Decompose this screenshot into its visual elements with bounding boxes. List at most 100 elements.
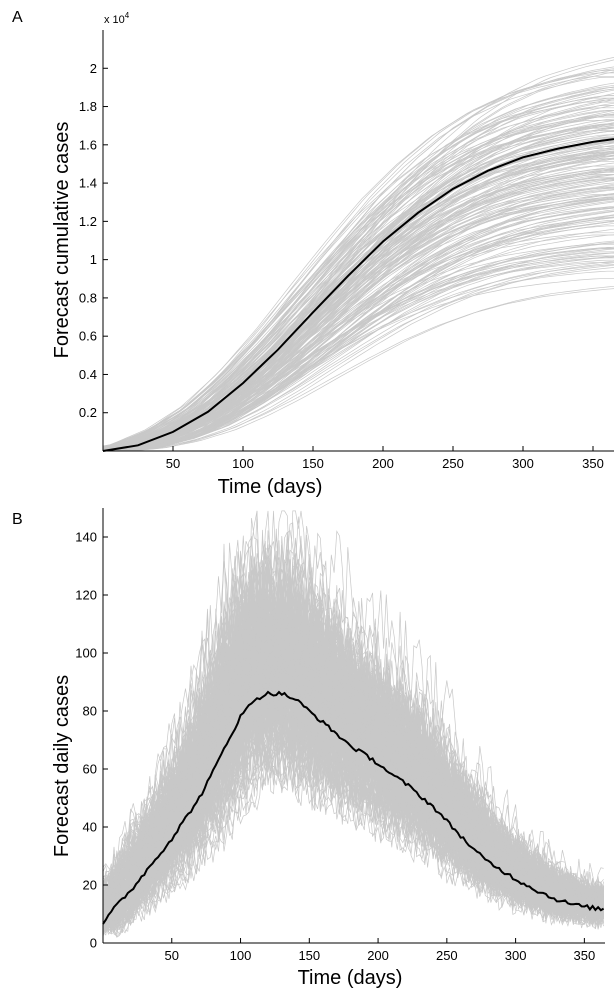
y-multiplier-text-a: x 10 (104, 14, 125, 26)
x-tick-label: 300 (512, 456, 534, 471)
x-tick-label: 150 (302, 456, 324, 471)
ensemble-line (102, 187, 614, 452)
y-tick-label: 1 (90, 252, 97, 267)
ensemble-line (103, 153, 614, 452)
mean-series-line (102, 690, 605, 925)
x-tick-label: 200 (367, 948, 389, 963)
ensemble-line (102, 699, 604, 926)
ensemble-line (103, 157, 614, 452)
ensemble-line (102, 630, 604, 919)
y-tick-label: 0.8 (79, 290, 97, 305)
x-axis-label-b: Time (days) (298, 967, 403, 989)
ensemble-line (103, 246, 614, 452)
x-tick-label: 50 (165, 948, 179, 963)
ensemble-line (103, 240, 614, 452)
ensemble-line (102, 199, 614, 449)
ensemble-line (103, 288, 614, 452)
x-tick-label: 250 (442, 456, 464, 471)
panel-label-a: A (12, 9, 23, 26)
y-tick-label: 1.2 (79, 214, 97, 229)
mean-line-a (102, 138, 614, 452)
ensemble-line (102, 136, 614, 452)
ensemble-line (102, 101, 614, 447)
ensemble-line (102, 116, 614, 449)
ensemble-line (102, 256, 614, 452)
ensemble-line (102, 550, 604, 917)
axes-b: 50 100 150 200 250 300 350 0 20 40 60 80 100 120 140 (75, 508, 605, 963)
x-tick-label: 200 (372, 456, 394, 471)
ensemble-line (103, 179, 614, 452)
ensemble-line (103, 285, 614, 452)
x-tick-label: 350 (574, 948, 596, 963)
ensemble-line (102, 126, 614, 447)
ensemble-line (102, 123, 614, 450)
x-tick-label: 250 (436, 948, 458, 963)
x-tick-label: 150 (298, 948, 320, 963)
ensemble-line (103, 262, 614, 452)
ensemble-line (103, 260, 614, 452)
ensemble-line (102, 618, 604, 915)
x-tick-label: 100 (230, 948, 252, 963)
ensemble-line (103, 145, 614, 452)
y-multiplier-a: x 104 (104, 11, 130, 26)
ensemble-line (102, 178, 614, 452)
x-tick-label: 300 (505, 948, 527, 963)
ensemble-line (102, 87, 614, 450)
ensemble-line (102, 88, 614, 451)
ensemble-line (103, 57, 614, 452)
ensemble-line (102, 136, 614, 451)
ensemble-line (102, 730, 604, 934)
y-tick-label: 40 (83, 820, 97, 835)
ensemble-line (103, 123, 614, 452)
ensemble-line (102, 152, 614, 452)
y-tick-label: 0.2 (79, 405, 97, 420)
ensemble-line (102, 126, 614, 447)
panel-label-b: B (12, 511, 23, 528)
y-tick-label: 100 (75, 646, 97, 661)
ensemble-line (102, 160, 614, 448)
chart-panel-a: A x 104 50 100 150 200 250 300 350 0.2 0.4 0.6 0.8… (12, 9, 614, 498)
chart-b-svg: B 50 100 150 200 250 300 350 0 20 40 60 80 100 120 140… (12, 508, 605, 989)
y-tick-label: 1.8 (79, 99, 97, 114)
axes-a: 50 100 150 200 250 300 350 0.2 0.4 0.6 0.8 1 1.2 1.4 1… (79, 30, 614, 471)
x-axis-label-a: Time (days) (218, 476, 323, 498)
ensemble-line (103, 98, 614, 452)
chart-panel-b: B 50 100 150 200 250 300 350 0 20 40 60 80 100 120 140… (0, 500, 614, 989)
x-tick-label: 50 (166, 456, 180, 471)
y-tick-label: 1.4 (79, 176, 97, 191)
ensemble-line (103, 127, 614, 452)
ensemble-line (102, 68, 614, 451)
ensemble-line (102, 658, 604, 918)
y-tick-label: 140 (75, 530, 97, 545)
ensemble-lines-a (102, 57, 614, 452)
x-tick-label: 100 (232, 456, 254, 471)
y-tick-label: 0 (90, 936, 97, 951)
y-axis-label-b: Forecast daily cases (51, 675, 73, 857)
ensemble-line (102, 171, 614, 449)
ensemble-line (103, 264, 614, 452)
y-multiplier-exp-a: 4 (125, 11, 130, 20)
mean-series-line (102, 138, 614, 452)
ensemble-line (102, 621, 604, 917)
y-tick-label: 1.6 (79, 137, 97, 152)
ensemble-lines-b (102, 510, 604, 938)
x-tick-label: 350 (582, 456, 604, 471)
ensemble-line (102, 107, 614, 448)
y-axis-label-a: Forecast cumulative cases (51, 122, 73, 359)
y-tick-label: 20 (83, 878, 97, 893)
ensemble-line (103, 111, 614, 452)
ensemble-line (102, 153, 614, 452)
y-tick-label: 120 (75, 588, 97, 603)
y-tick-label: 0.6 (79, 329, 97, 344)
ensemble-line (102, 155, 614, 448)
y-tick-label: 0.4 (79, 367, 97, 382)
y-tick-label: 2 (90, 61, 97, 76)
ensemble-line (102, 188, 614, 452)
mean-line-b (102, 690, 605, 925)
y-tick-label: 60 (83, 762, 97, 777)
ensemble-line (102, 70, 614, 450)
ensemble-line (103, 222, 614, 452)
chart-a-svg: A x 104 50 100 150 200 250 300 350 0.2 0.4 0.6 0.8… (12, 9, 614, 498)
ensemble-line (103, 198, 614, 452)
y-tick-label: 80 (83, 704, 97, 719)
